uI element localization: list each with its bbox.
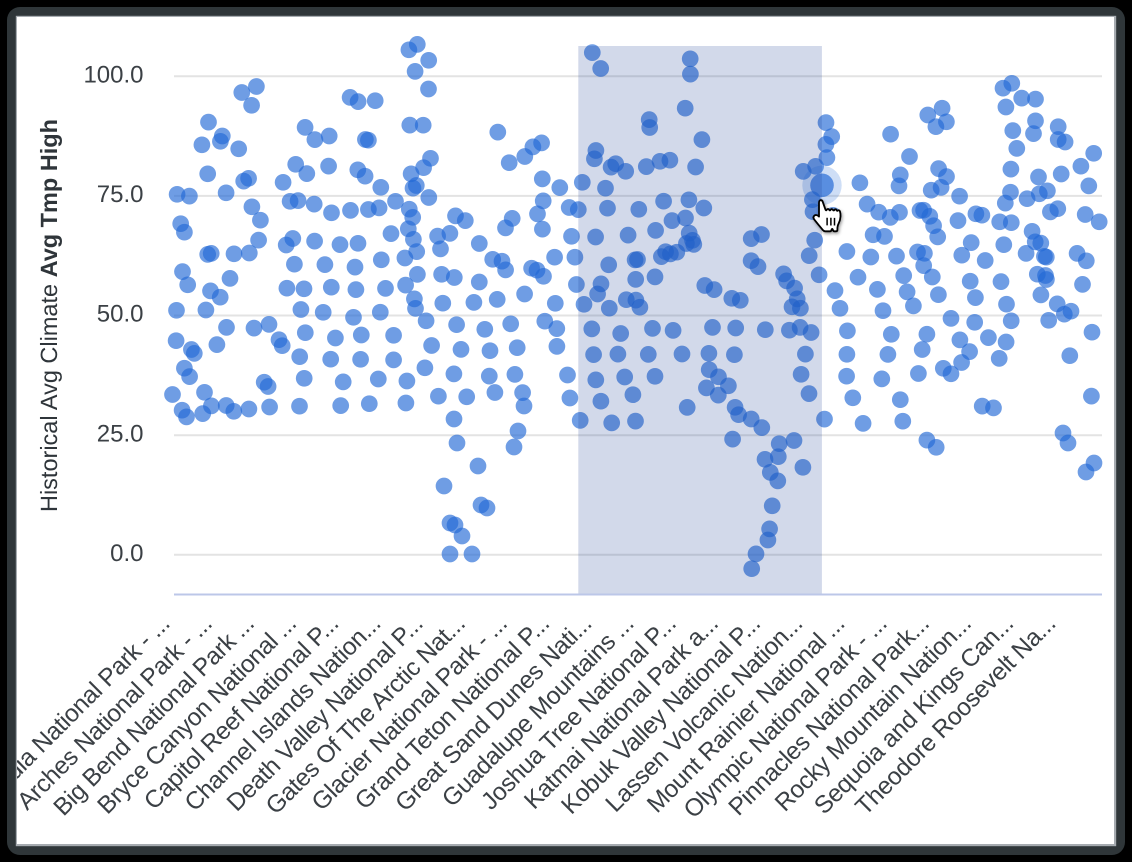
svg-text:Historical Avg Climate Avg Tmp: Historical Avg Climate Avg Tmp High (36, 119, 62, 512)
svg-text:50.0: 50.0 (97, 301, 144, 328)
svg-text:25.0: 25.0 (97, 420, 144, 447)
svg-text:75.0: 75.0 (97, 181, 144, 208)
svg-text:0.0: 0.0 (110, 540, 143, 567)
svg-text:100.0: 100.0 (83, 61, 143, 88)
